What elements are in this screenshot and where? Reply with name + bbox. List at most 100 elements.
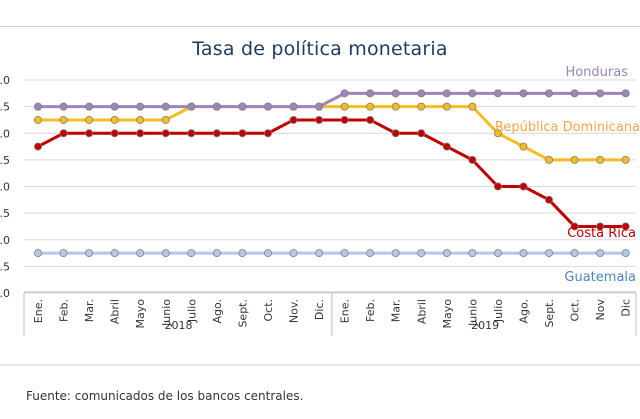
data-point [366,102,375,111]
x-tick-label: Ene. [339,299,352,323]
data-point [187,129,196,138]
data-point [340,249,349,258]
label-layer: Honduras República Dominicana Costa Rica Gu… [495,65,640,285]
data-point [570,222,579,231]
data-point [340,115,349,124]
data-point [545,195,554,204]
data-point [161,249,170,258]
data-point [238,102,247,111]
data-point [110,115,119,124]
x-tick-label: Dic. [313,299,326,320]
x-tick-label: Ene. [32,299,45,323]
data-point [596,89,605,98]
data-point [468,102,477,111]
chart-title: Tasa de política monetaria [192,38,448,60]
data-point [621,89,630,98]
data-point [519,142,528,151]
data-point [110,129,119,138]
data-point [85,102,94,111]
x-tick-label: Nov [594,299,607,321]
data-point [545,89,554,98]
data-point [263,102,272,111]
series-line [38,91,626,109]
data-point [161,115,170,124]
data-point [212,249,221,258]
data-point [596,222,605,231]
data-point [545,249,554,258]
data-point [136,129,145,138]
data-point [238,249,247,258]
data-point [340,102,349,111]
x-tick-label: Feb. [364,299,377,322]
data-point [468,155,477,164]
data-point [263,129,272,138]
x-tick-label: Ago. [517,299,530,324]
data-point [315,102,324,111]
series-layer [34,89,630,258]
x-tick-label: Feb. [58,299,71,322]
data-point [366,115,375,124]
data-point [596,155,605,164]
data-point [493,182,502,191]
data-point [519,182,528,191]
y-tick-label: 2.0 [0,287,10,300]
data-point [493,89,502,98]
data-point [136,249,145,258]
data-point [34,115,43,124]
data-point [110,249,119,258]
data-point [570,249,579,258]
data-point [570,89,579,98]
data-point [493,249,502,258]
source-note: Fuente: comunicados de los bancos centra… [26,389,304,403]
axis-layer: 2.0 2.5 3.0 3.5 4.0 4.5 5.0 5.5 6.0 Ene. Feb. Mar. A… [0,74,640,366]
year-label: 2018 [165,319,193,332]
data-point [34,142,43,151]
data-point [545,155,554,164]
data-point [417,129,426,138]
data-point [161,102,170,111]
series-label: Honduras [565,65,628,80]
y-tick-label: 4.5 [0,154,10,167]
y-tick-label: 3.0 [0,234,10,247]
data-point [570,155,579,164]
x-tick-label: Abril [415,299,428,324]
data-point [59,115,68,124]
year-label: 2019 [471,319,499,332]
data-point [85,129,94,138]
data-point [34,102,43,111]
data-point [519,89,528,98]
data-point [417,102,426,111]
data-point [442,102,451,111]
x-tick-label: Abril [109,299,122,324]
series-label: República Dominicana [495,120,640,135]
x-tick-label: Oct. [262,299,275,322]
data-point [110,102,119,111]
x-tick-label: Nov. [288,299,301,323]
data-point [59,102,68,111]
x-tick-label: Junio [160,299,173,327]
data-point [340,89,349,98]
x-tick-label: Mayo [441,299,454,329]
data-point [187,249,196,258]
data-point [136,102,145,111]
x-tick-label: Mar. [390,299,403,322]
y-tick-label: 4.0 [0,181,10,194]
data-point [621,249,630,258]
data-point [621,155,630,164]
x-tick-label: Mar. [83,299,96,322]
x-tick-label: Mayo [134,299,147,329]
data-point [212,102,221,111]
data-point [59,129,68,138]
y-tick-label: 5.5 [0,101,10,114]
data-point [442,142,451,151]
data-point [85,115,94,124]
data-point [468,249,477,258]
x-tick-label: Oct. [569,299,582,322]
x-tick-label: Sept. [543,299,556,328]
data-point [289,115,298,124]
data-point [263,249,272,258]
y-tick-label: 6.0 [0,74,10,87]
series-label: Guatemala [564,270,636,285]
data-point [442,89,451,98]
